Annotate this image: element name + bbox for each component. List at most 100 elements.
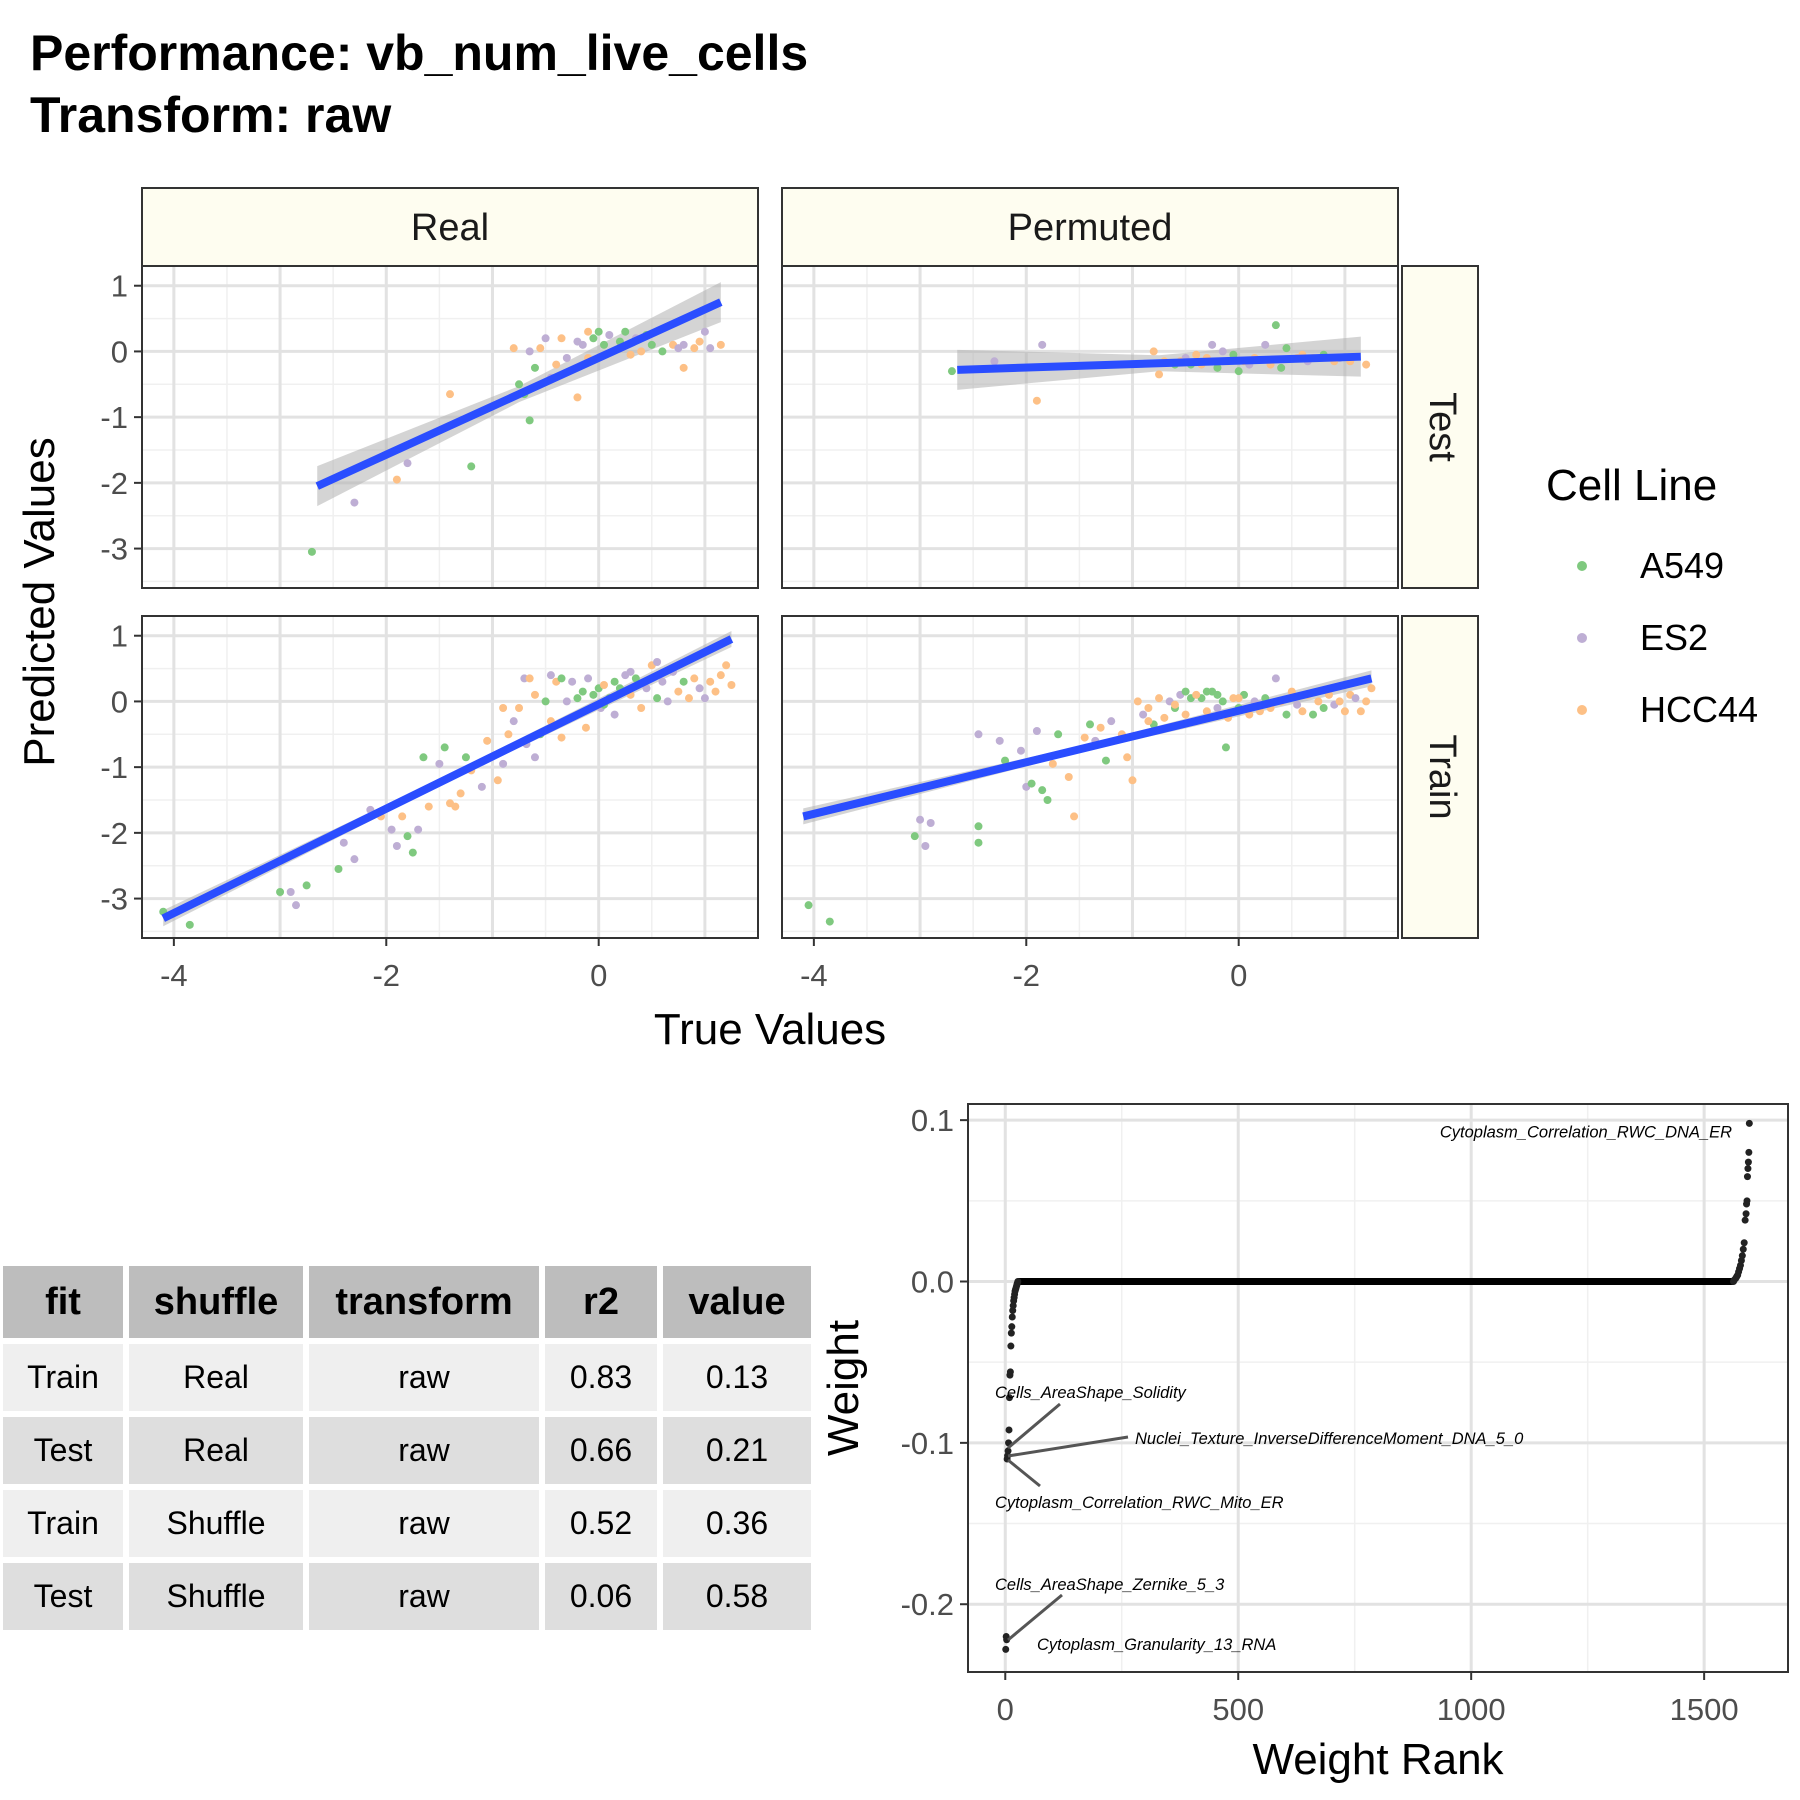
data-point [541, 697, 550, 706]
fit-line [315, 298, 723, 490]
y-tick-label: -0.2 [901, 1587, 954, 1622]
table-row: Test Real raw 0.66 0.21 [0, 1414, 814, 1487]
data-point [1149, 347, 1158, 356]
annotation-label: Nuclei_Texture_InverseDifferenceMoment_D… [1135, 1430, 1524, 1448]
data-point [1298, 707, 1307, 716]
data-point [700, 327, 709, 336]
table-cell: Real [126, 1414, 306, 1487]
data-point [568, 677, 577, 686]
data-point [1128, 776, 1137, 785]
data-point [1123, 753, 1132, 762]
weight-point [1739, 1245, 1747, 1253]
x-axis-label: Weight Rank [1252, 1735, 1504, 1784]
table-header-row: fit shuffle transform r2 value [0, 1263, 814, 1341]
y-tick-label: 1 [111, 269, 128, 304]
data-point [1213, 363, 1222, 372]
facet-panel-real-test [141, 265, 759, 589]
data-point [525, 347, 534, 356]
data-point [1309, 710, 1318, 719]
y-axis-label: Weight [819, 1320, 868, 1456]
data-point [825, 917, 834, 926]
weight-rank-plot: Cytoplasm_Correlation_RWC_DNA_ER Cells_Ar… [819, 1103, 1789, 1784]
data-point [307, 547, 316, 556]
data-point [1340, 707, 1349, 716]
data-point [926, 819, 935, 827]
table-cell: raw [306, 1341, 542, 1414]
data-point [578, 687, 587, 696]
data-point [1271, 321, 1280, 330]
table-row: Test Shuffle raw 0.06 0.58 [0, 1560, 814, 1633]
data-point [292, 901, 300, 910]
weight-point [1741, 1216, 1749, 1224]
legend-label: A549 [1640, 545, 1724, 586]
y-tick-label: -1 [100, 400, 128, 435]
data-point [408, 848, 417, 857]
data-point [910, 832, 919, 841]
data-point [690, 674, 699, 683]
data-point [995, 736, 1004, 745]
x-tick-label: 0 [590, 958, 607, 993]
data-point [1043, 796, 1052, 804]
data-point [302, 881, 311, 890]
data-point [974, 822, 983, 831]
table-cell: Shuffle [126, 1487, 306, 1560]
data-point [1107, 717, 1116, 726]
annotation-label: Cytoplasm_Correlation_RWC_Mito_ER [995, 1494, 1284, 1512]
data-point [530, 753, 539, 762]
data-point [637, 347, 646, 356]
chart-title-line-1: Performance: vb_num_live_cells [30, 25, 809, 81]
data-point [947, 367, 956, 376]
y-tick-label: 0 [111, 684, 128, 719]
weight-point [1002, 1645, 1010, 1653]
data-point [552, 360, 561, 369]
data-point [1027, 779, 1036, 788]
legend-label: HCC44 [1640, 689, 1758, 730]
data-point [1181, 687, 1190, 696]
data-point [493, 776, 502, 785]
weight-point [1006, 1368, 1014, 1376]
weight-point [1014, 1278, 1022, 1285]
data-point [716, 340, 725, 349]
data-point [589, 690, 598, 699]
data-point [626, 350, 635, 359]
data-point [1314, 697, 1323, 706]
weight-point [1745, 1119, 1753, 1127]
data-point [1213, 690, 1222, 699]
data-point [684, 694, 693, 703]
data-point [435, 759, 444, 768]
data-point [499, 759, 508, 768]
data-point [1319, 704, 1328, 712]
weight-point [1007, 1329, 1015, 1337]
chart-title-line-2: Transform: raw [30, 87, 392, 143]
panel-border [781, 615, 1399, 939]
data-point [456, 789, 465, 798]
weight-point [1742, 1210, 1750, 1218]
data-point [546, 671, 555, 680]
x-tick-label: -2 [1012, 958, 1040, 993]
data-point [1144, 704, 1153, 712]
table-cell: 0.52 [542, 1487, 660, 1560]
data-point [1096, 723, 1105, 732]
data-point [1160, 713, 1169, 722]
weight-panel-background [968, 1104, 1788, 1672]
table-cell: Train [0, 1487, 126, 1560]
data-point [451, 802, 460, 811]
data-point [467, 462, 476, 471]
data-point [1202, 687, 1211, 696]
data-point [1048, 759, 1057, 768]
data-point [419, 753, 428, 762]
data-point [578, 340, 587, 349]
data-point [600, 340, 608, 349]
data-point [605, 331, 614, 339]
data-point [621, 327, 630, 336]
fit-line [957, 352, 1361, 374]
panel-background [782, 616, 1398, 938]
annotation-label: Cells_AreaShape_Solidity [995, 1384, 1188, 1402]
data-point [1139, 710, 1148, 719]
data-point [1367, 684, 1376, 693]
facet-strip-label: Permuted [1008, 207, 1173, 249]
data-point [727, 681, 736, 689]
facet-panel-permuted-test [781, 265, 1399, 589]
data-point [974, 838, 983, 847]
weight-point [1745, 1148, 1753, 1156]
